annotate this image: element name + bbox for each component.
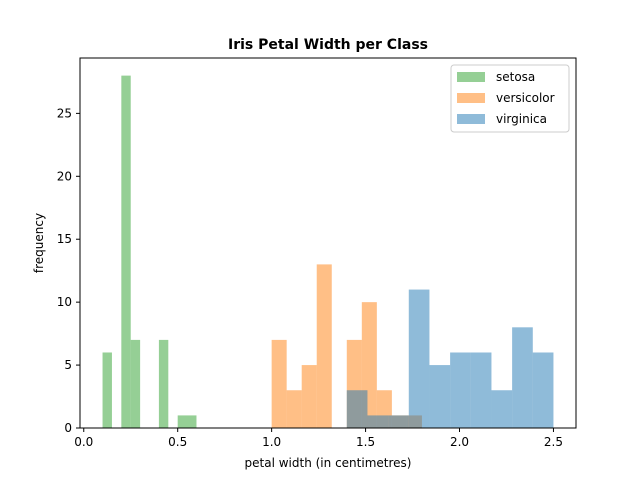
y-tick-label: 20 [57,169,72,183]
legend-swatch-virginica [457,114,485,124]
bar-setosa-2 [130,339,141,428]
bar-virginica-2 [388,415,409,428]
bar-versicolor-2 [301,365,317,428]
bar-setosa-3 [158,339,169,428]
bar-virginica-3 [408,289,430,428]
bar-virginica-7 [491,390,513,428]
bar-virginica-1 [367,415,389,428]
bars-layer [102,75,554,428]
x-tick-label: 0.0 [74,435,93,449]
y-tick-label: 5 [64,358,72,372]
x-axis-label: petal width (in centimetres) [245,456,412,470]
y-tick-label: 25 [57,106,72,120]
x-tick-label: 1.5 [356,435,375,449]
y-axis-label: frequency [32,213,46,273]
legend-swatch-versicolor [457,93,485,103]
plot-frame [79,57,577,429]
bar-virginica-5 [450,352,471,428]
x-tick-label: 0.5 [168,435,187,449]
legend-label-setosa: setosa [496,70,535,84]
bar-virginica-6 [470,352,492,428]
bar-virginica-0 [346,390,368,428]
x-tick-label: 1.0 [262,435,281,449]
legend-swatch-setosa [457,72,485,82]
x-tick-label: 2.0 [450,435,469,449]
chart-title: Iris Petal Width per Class [228,37,428,53]
y-axis: 0 5 10 15 20 25 [57,106,80,435]
bar-setosa-1 [121,75,131,428]
bar-versicolor-1 [286,390,302,428]
bar-virginica-9 [532,352,554,428]
legend-label-virginica: virginica [496,112,547,126]
y-tick-label: 10 [57,295,72,309]
bar-virginica-4 [429,365,451,428]
legend-label-versicolor: versicolor [496,91,555,105]
bar-virginica-8 [512,327,533,428]
x-axis: 0.0 0.5 1.0 1.5 2.0 2.5 [74,428,563,449]
legend: setosa versicolor virginica [450,64,570,133]
bar-versicolor-0 [271,339,287,428]
bar-versicolor-3 [316,264,332,428]
bar-setosa-4 [177,415,197,428]
y-tick-label: 0 [64,421,72,435]
x-tick-label: 2.5 [544,435,563,449]
bar-setosa-0 [102,352,112,428]
y-tick-label: 15 [57,232,72,246]
